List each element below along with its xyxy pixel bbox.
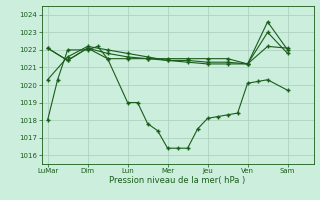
X-axis label: Pression niveau de la mer( hPa ): Pression niveau de la mer( hPa ): [109, 176, 246, 185]
